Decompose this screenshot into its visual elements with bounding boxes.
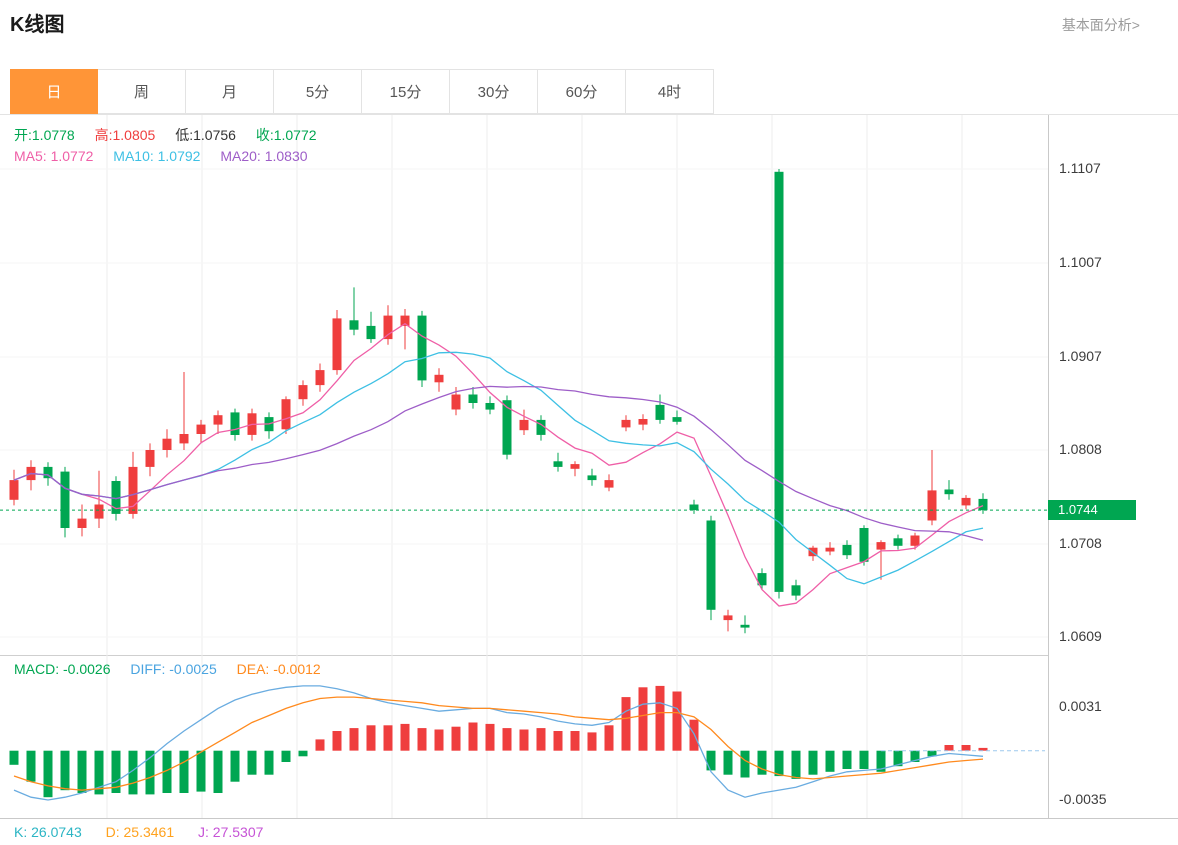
page-title: K线图: [10, 14, 65, 36]
price-axis-label: 1.1007: [1059, 253, 1102, 270]
ohlc-legend: 开:1.0778 高:1.0805 低:1.0756 收:1.0772: [14, 125, 333, 145]
macd-legend: MACD: -0.0026 DIFF: -0.0025 DEA: -0.0012: [14, 661, 337, 677]
high-value: 高:1.0805: [94, 127, 156, 143]
dea-value: DEA: -0.0012: [236, 661, 321, 677]
macd-axis-label: -0.0035: [1059, 791, 1107, 807]
period-tab-8[interactable]: 4时: [626, 69, 714, 114]
period-tabbar: 日周月 5分 15分 30分 60分 4时: [0, 69, 1178, 115]
price-axis-label: 1.0708: [1059, 534, 1102, 551]
price-axis-label: 1.0907: [1059, 347, 1102, 364]
candlestick-chart-canvas[interactable]: [0, 115, 1048, 655]
ma5-value: MA5: 1.0772: [14, 148, 94, 164]
period-tabs: 日周月 5分 15分 30分 60分 4时: [10, 69, 1178, 114]
macd-axis-label: 0.0031: [1059, 698, 1102, 714]
ma-legend: MA5: 1.0772 MA10: 1.0792 MA20: 1.0830: [14, 148, 324, 164]
period-tab-7[interactable]: 60分: [538, 69, 626, 114]
period-tab-1[interactable]: 日: [10, 69, 98, 114]
ma20-value: MA20: 1.0830: [220, 148, 308, 164]
low-value: 低:1.0756: [175, 127, 236, 143]
macd-chart-canvas[interactable]: [0, 655, 1048, 818]
diff-value: DIFF: -0.0025: [130, 661, 217, 677]
fundamental-analysis-link[interactable]: 基本面分析>: [1061, 17, 1140, 33]
price-axis-label: 1.1107: [1059, 160, 1101, 176]
price-axis: 1.1107 1.1007 1.0907 1.0808 1.0708 1.0609 0.00…: [1048, 115, 1178, 845]
open-value: 开:1.0778: [14, 127, 75, 143]
kdj-panel: K: 26.0743 D: 25.3461 J: 27.5307: [0, 818, 1178, 845]
chart-area: 开:1.0778 高:1.0805 低:1.0756 收:1.0772 MA5:…: [0, 115, 1178, 845]
price-axis-label: 1.0808: [1059, 440, 1102, 457]
macd-value: MACD: -0.0026: [14, 661, 111, 677]
j-value: J: 27.5307: [198, 824, 264, 840]
period-tab-6[interactable]: 30分: [450, 69, 538, 114]
period-tab-4[interactable]: 5分: [274, 69, 362, 114]
period-tab-2[interactable]: 周: [98, 69, 186, 114]
d-value: D: 25.3461: [105, 824, 175, 840]
macd-panel-divider: [0, 655, 1178, 656]
ma10-value: MA10: 1.0792: [113, 148, 201, 164]
period-tab-3[interactable]: 月: [186, 69, 274, 114]
k-value: K: 26.0743: [14, 824, 82, 840]
close-value: 收:1.0772: [255, 127, 317, 143]
period-tab-5[interactable]: 15分: [362, 69, 450, 114]
price-axis-label: 1.0609: [1059, 628, 1102, 644]
current-price-tag: 1.0744: [1048, 500, 1136, 521]
